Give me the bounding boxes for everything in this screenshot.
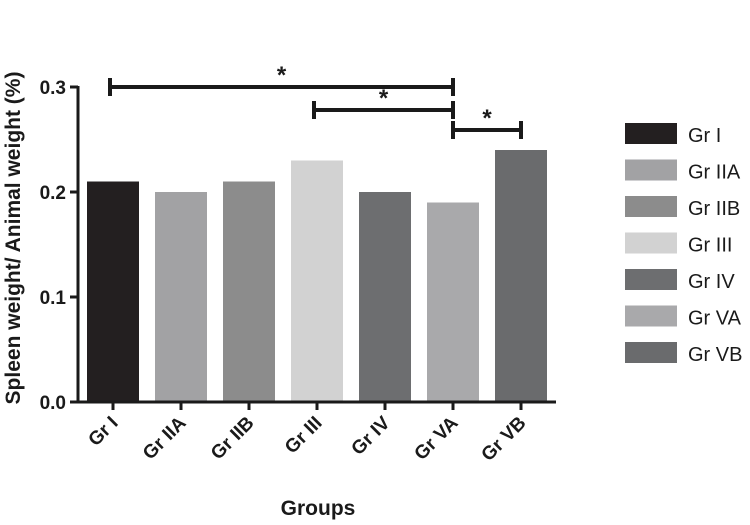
legend-label: Gr IV bbox=[688, 271, 735, 293]
legend-swatch bbox=[625, 305, 677, 327]
x-tick-label: Gr IIA bbox=[139, 412, 191, 464]
x-axis-title: Groups bbox=[281, 497, 356, 520]
x-tick-label: Gr III bbox=[281, 413, 326, 458]
bar-gr-iv bbox=[359, 192, 411, 402]
y-tick-label: 0.3 bbox=[40, 78, 66, 99]
legend-swatch bbox=[625, 159, 677, 181]
legend-label: Gr VA bbox=[688, 308, 742, 330]
legend-swatch bbox=[625, 342, 677, 363]
legend-label: Gr I bbox=[688, 125, 721, 147]
bar-gr-vb bbox=[495, 150, 547, 402]
x-tick-label: Gr I bbox=[85, 413, 123, 451]
y-tick-label: 0.1 bbox=[40, 288, 67, 309]
legend-swatch bbox=[625, 123, 677, 144]
significance-star: * bbox=[277, 62, 287, 89]
legend-label: Gr IIB bbox=[688, 198, 740, 220]
legend-label: Gr VB bbox=[688, 344, 742, 366]
bar-gr-iib bbox=[223, 181, 275, 402]
legend-label: Gr III bbox=[688, 235, 732, 257]
x-tick-label: Gr IIB bbox=[207, 413, 258, 464]
y-axis-title: Spleen weight/ Animal weight (%) bbox=[2, 72, 25, 405]
bar-gr-iia bbox=[155, 192, 207, 402]
bar-gr-iii bbox=[291, 160, 343, 402]
plot-area: 0.0 0.1 0.2 0.3 Gr I Gr IIA Gr IIB Gr III Gr IV G… bbox=[40, 62, 556, 466]
x-tick-label: Gr VA bbox=[411, 412, 463, 464]
legend-swatch bbox=[625, 232, 677, 254]
bar-gr-va bbox=[427, 202, 479, 402]
legend-label: Gr IIA bbox=[688, 162, 741, 184]
legend: Gr I Gr IIA Gr IIB Gr III Gr IV Gr VA Gr VB bbox=[625, 123, 742, 366]
x-tick-label: Gr IV bbox=[348, 412, 395, 459]
y-tick-label: 0.2 bbox=[40, 183, 66, 204]
legend-swatch bbox=[625, 269, 677, 290]
significance-star: * bbox=[482, 105, 492, 132]
legend-swatch bbox=[625, 196, 677, 217]
y-tick-label: 0.0 bbox=[40, 393, 66, 414]
bar-gr-i bbox=[87, 181, 139, 402]
significance-star: * bbox=[379, 85, 389, 112]
x-tick-label: Gr VB bbox=[478, 413, 531, 466]
